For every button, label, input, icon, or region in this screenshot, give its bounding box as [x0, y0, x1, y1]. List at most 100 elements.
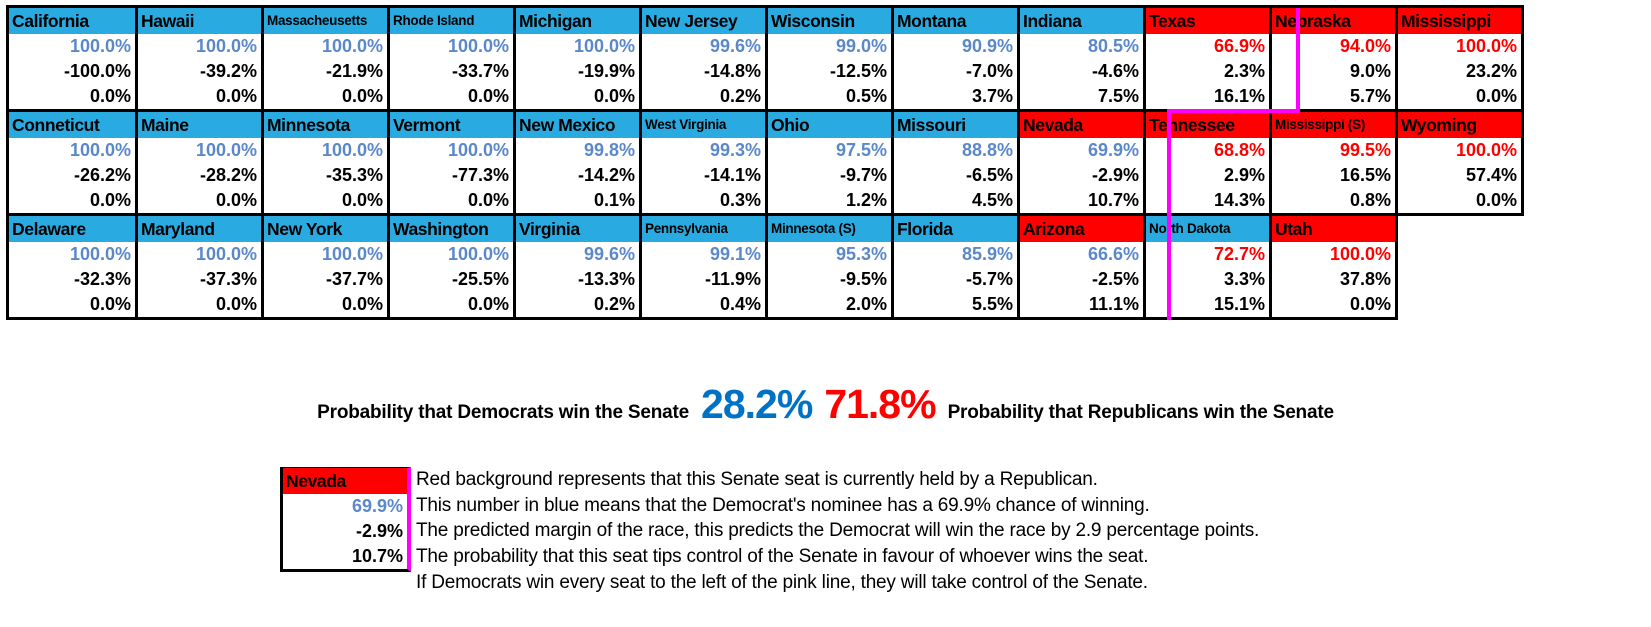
tipping-probability: 0.0%	[467, 190, 509, 210]
win-probability: 100.0%	[1329, 244, 1391, 264]
legend-line-blue-number: This number in blue means that the Democ…	[416, 494, 1150, 516]
state-cell-nebraska[interactable]: Nebraska 94.0% 9.0% 5.7%	[1269, 8, 1395, 109]
state-cell-wisconsin[interactable]: Wisconsin 99.0% -12.5% 0.5%	[765, 8, 891, 109]
state-name: California	[9, 8, 135, 34]
tipping-probability: 0.4%	[719, 294, 761, 314]
state-name: New Jersey	[642, 8, 765, 34]
win-probability: 100.0%	[1455, 140, 1517, 160]
state-cell-missouri[interactable]: Missouri 88.8% -6.5% 4.5%	[891, 112, 1017, 213]
tipping-probability: 0.0%	[89, 190, 131, 210]
state-cell-massacheusetts[interactable]: Massacheusetts 100.0% -21.9% 0.0%	[261, 8, 387, 109]
state-cell-florida[interactable]: Florida 85.9% -5.7% 5.5%	[891, 216, 1017, 317]
tipping-probability: 15.1%	[1213, 294, 1265, 314]
win-probability: 99.6%	[709, 36, 761, 56]
state-cell-rhode-island[interactable]: Rhode Island 100.0% -33.7% 0.0%	[387, 8, 513, 109]
win-probability: 100.0%	[321, 244, 383, 264]
predicted-margin: 9.0%	[1349, 61, 1391, 81]
predicted-margin: -13.3%	[577, 269, 635, 289]
tipping-probability: 5.5%	[971, 294, 1013, 314]
win-probability: 69.9%	[1087, 140, 1139, 160]
state-cell-wyoming[interactable]: Wyoming 100.0% 57.4% 0.0%	[1395, 112, 1521, 213]
state-name: Indiana	[1020, 8, 1143, 34]
tipping-probability: 7.5%	[1097, 86, 1139, 106]
win-probability: 100.0%	[69, 244, 131, 264]
win-probability: 100.0%	[321, 36, 383, 56]
win-probability: 100.0%	[69, 140, 131, 160]
tipping-probability: 0.0%	[1475, 190, 1517, 210]
state-name: Nevada	[1020, 112, 1143, 138]
senate-summary: Probability that Democrats win the Senat…	[0, 381, 1651, 428]
state-cell-vermont[interactable]: Vermont 100.0% -77.3% 0.0%	[387, 112, 513, 213]
predicted-margin: -6.5%	[965, 165, 1013, 185]
state-cell-hawaii[interactable]: Hawaii 100.0% -39.2% 0.0%	[135, 8, 261, 109]
legend-explanations: Red background represents that this Sena…	[416, 467, 1259, 595]
rep-senate-probability: 71.8%	[824, 381, 936, 427]
win-probability: 72.7%	[1213, 244, 1265, 264]
state-name: Minnesota (S)	[768, 216, 891, 242]
win-probability: 100.0%	[195, 244, 257, 264]
state-cell-minnesota[interactable]: Minnesota 100.0% -35.3% 0.0%	[261, 112, 387, 213]
state-cell-virginia[interactable]: Virginia 99.6% -13.3% 0.2%	[513, 216, 639, 317]
state-name: Ohio	[768, 112, 891, 138]
state-cell-maryland[interactable]: Maryland 100.0% -37.3% 0.0%	[135, 216, 261, 317]
state-cell-new-jersey[interactable]: New Jersey 99.6% -14.8% 0.2%	[639, 8, 765, 109]
dem-senate-probability: 28.2%	[701, 381, 813, 427]
state-cell-ohio[interactable]: Ohio 97.5% -9.7% 1.2%	[765, 112, 891, 213]
legend-line-red-background: Red background represents that this Sena…	[416, 468, 1098, 490]
win-probability: 66.9%	[1213, 36, 1265, 56]
state-name: New York	[264, 216, 387, 242]
state-cell-new-mexico[interactable]: New Mexico 99.8% -14.2% 0.1%	[513, 112, 639, 213]
legend-state-cell[interactable]: Nevada 69.9% -2.9% 10.7%	[280, 467, 411, 572]
win-probability: 88.8%	[961, 140, 1013, 160]
state-cell-mississippi-s[interactable]: Mississippi (S) 99.5% 16.5% 0.8%	[1269, 112, 1395, 213]
tipping-probability: 0.1%	[593, 190, 635, 210]
state-cell-mississippi[interactable]: Mississippi 100.0% 23.2% 0.0%	[1395, 8, 1521, 109]
win-probability: 90.9%	[961, 36, 1013, 56]
state-cell-nevada[interactable]: Nevada 69.9% -2.9% 10.7%	[1017, 112, 1143, 213]
predicted-margin: 2.9%	[1223, 165, 1265, 185]
tipping-probability: 0.0%	[341, 86, 383, 106]
state-cell-montana[interactable]: Montana 90.9% -7.0% 3.7%	[891, 8, 1017, 109]
tipping-probability: 0.0%	[215, 190, 257, 210]
predicted-margin: -77.3%	[451, 165, 509, 185]
state-cell-tennessee[interactable]: Tennessee 68.8% 2.9% 14.3%	[1143, 112, 1269, 213]
state-name: Wisconsin	[768, 8, 891, 34]
predicted-margin: -7.0%	[965, 61, 1013, 81]
state-cell-conneticut[interactable]: Conneticut 100.0% -26.2% 0.0%	[9, 112, 135, 213]
predicted-margin: 3.3%	[1223, 269, 1265, 289]
tipping-probability: 0.0%	[341, 294, 383, 314]
state-cell-new-york[interactable]: New York 100.0% -37.7% 0.0%	[261, 216, 387, 317]
predicted-margin: -32.3%	[73, 269, 131, 289]
state-cell-indiana[interactable]: Indiana 80.5% -4.6% 7.5%	[1017, 8, 1143, 109]
tipping-point-line-horizontal	[1167, 108, 1300, 113]
state-cell-minnesota-s[interactable]: Minnesota (S) 95.3% -9.5% 2.0%	[765, 216, 891, 317]
win-probability: 94.0%	[1339, 36, 1391, 56]
state-cell-texas[interactable]: Texas 66.9% 2.3% 16.1%	[1143, 8, 1269, 109]
win-probability: 100.0%	[321, 140, 383, 160]
state-cell-west-virginia[interactable]: West Virginia 99.3% -14.1% 0.3%	[639, 112, 765, 213]
state-cell-washington[interactable]: Washington 100.0% -25.5% 0.0%	[387, 216, 513, 317]
win-probability: 100.0%	[447, 244, 509, 264]
state-cell-pennsylvania[interactable]: Pennsylvania 99.1% -11.9% 0.4%	[639, 216, 765, 317]
state-cell-maine[interactable]: Maine 100.0% -28.2% 0.0%	[135, 112, 261, 213]
state-cell-michigan[interactable]: Michigan 100.0% -19.9% 0.0%	[513, 8, 639, 109]
tipping-probability: 0.8%	[1349, 190, 1391, 210]
state-cell-delaware[interactable]: Delaware 100.0% -32.3% 0.0%	[9, 216, 135, 317]
tipping-probability: 1.2%	[845, 190, 887, 210]
state-cell-arizona[interactable]: Arizona 66.6% -2.5% 11.1%	[1017, 216, 1143, 317]
predicted-margin: -11.9%	[704, 269, 761, 289]
win-probability: 97.5%	[835, 140, 887, 160]
tipping-probability: 14.3%	[1213, 190, 1265, 210]
tipping-probability: 0.0%	[593, 86, 635, 106]
state-name: Minnesota	[264, 112, 387, 138]
state-cell-north-dakota[interactable]: North Dakota 72.7% 3.3% 15.1%	[1143, 216, 1269, 317]
tipping-probability: 11.1%	[1088, 294, 1139, 314]
predicted-margin: -9.7%	[839, 165, 887, 185]
predicted-margin: -37.3%	[199, 269, 257, 289]
state-cell-utah[interactable]: Utah 100.0% 37.8% 0.0%	[1269, 216, 1395, 317]
state-name: Maine	[138, 112, 261, 138]
legend-state-name: Nevada	[283, 468, 407, 494]
predicted-margin: -100.0%	[63, 61, 131, 81]
state-cell-california[interactable]: California 100.0% -100.0% 0.0%	[9, 8, 135, 109]
